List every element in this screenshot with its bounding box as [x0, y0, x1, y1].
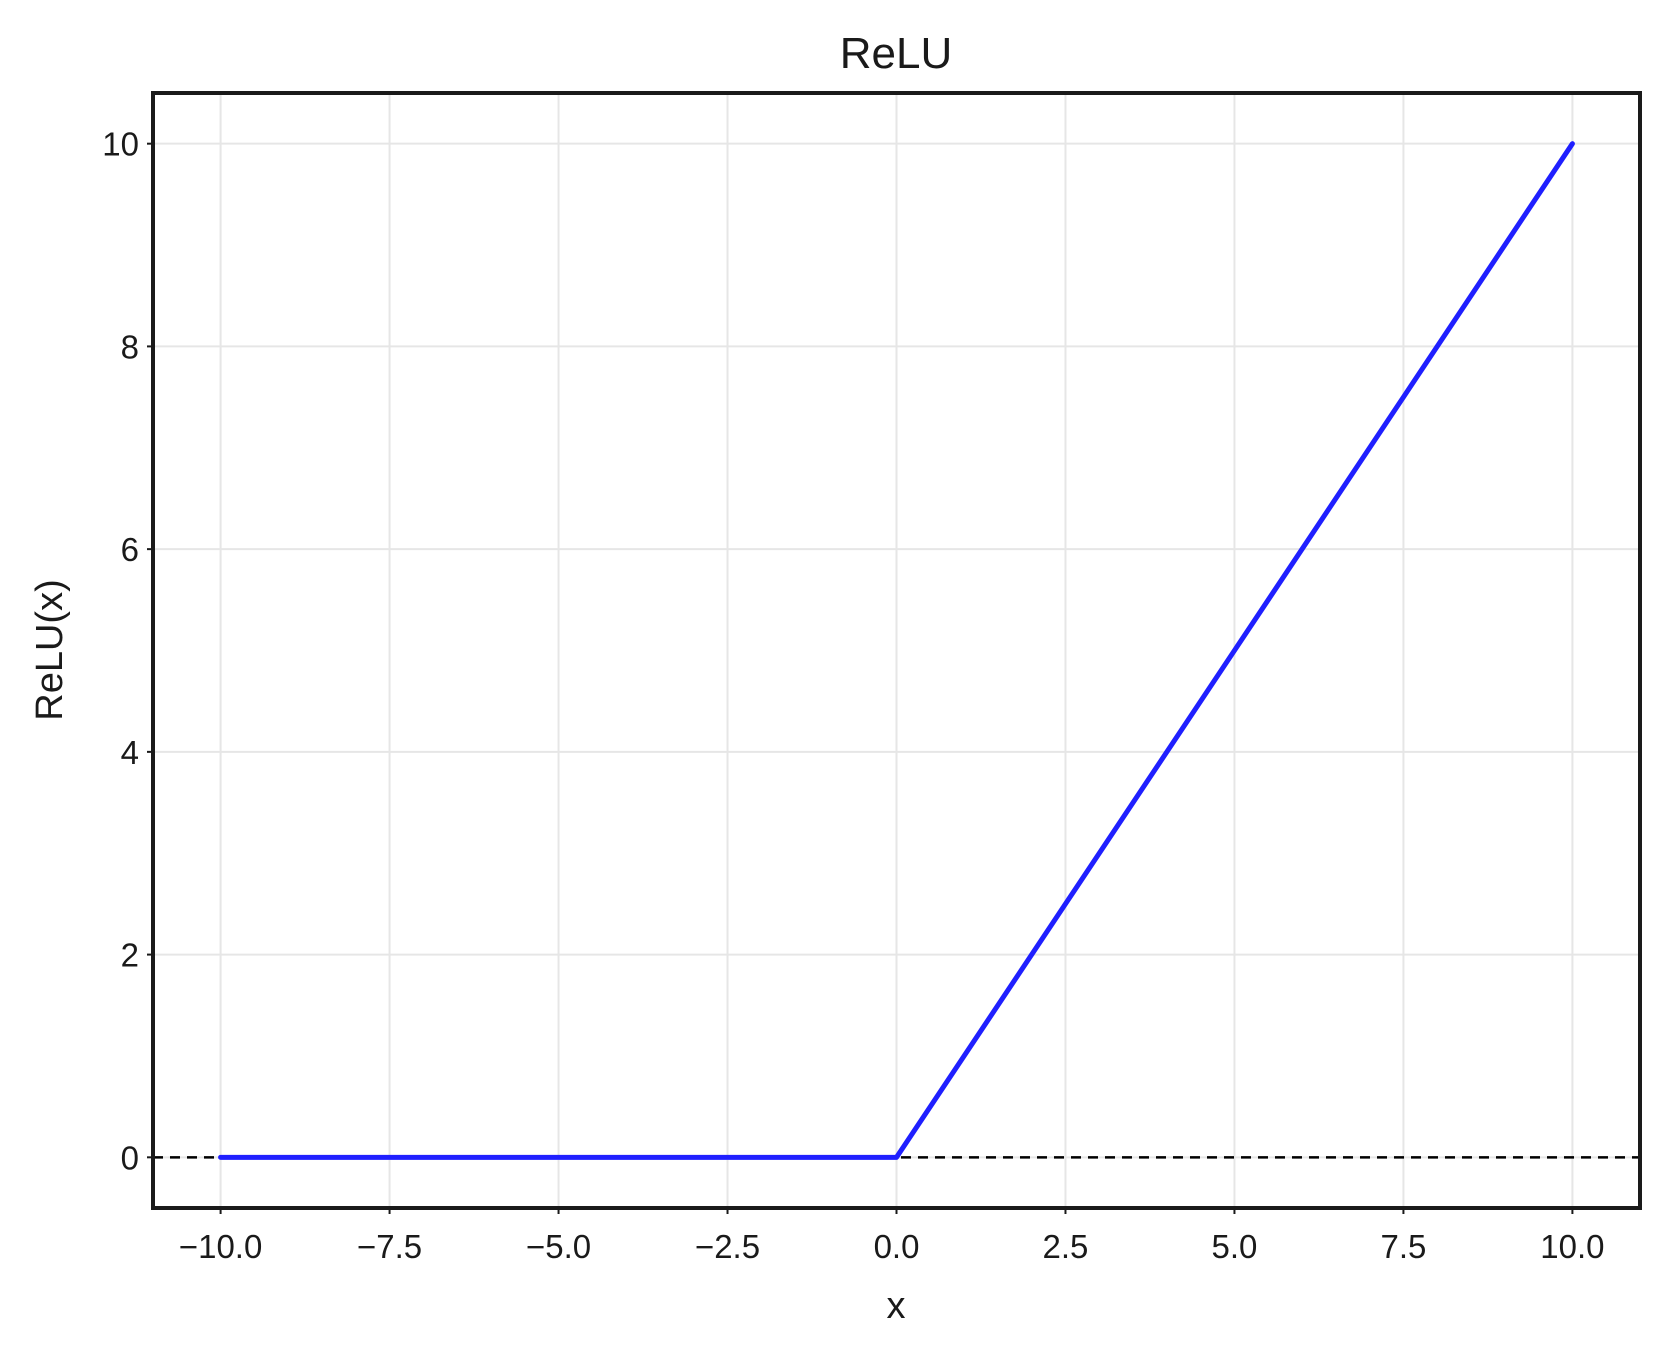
y-tick-label: 2	[121, 937, 139, 974]
y-tick-label: 4	[121, 734, 139, 771]
y-tick-label: 6	[121, 531, 139, 568]
x-tick-label: 2.5	[1043, 1228, 1089, 1265]
x-axis-label: x	[887, 1285, 906, 1327]
chart-title: ReLU	[840, 29, 953, 78]
x-tick-label: −5.0	[526, 1228, 591, 1265]
y-tick-label: 0	[121, 1139, 139, 1176]
y-ticks: 0 2 4 6 8 10	[102, 126, 153, 1176]
x-tick-label: −7.5	[357, 1228, 422, 1265]
series-lines	[218, 141, 1575, 1160]
x-tick-label: 7.5	[1380, 1228, 1426, 1265]
relu-series-line	[218, 141, 1575, 1160]
grid	[153, 93, 1640, 1208]
x-tick-label: −2.5	[695, 1228, 760, 1265]
y-axis-label: ReLU(x)	[29, 579, 71, 720]
x-tick-label: 0.0	[874, 1228, 920, 1265]
y-tick-label: 10	[102, 126, 139, 163]
x-tick-label: −10.0	[179, 1228, 263, 1265]
y-tick-label: 8	[121, 328, 139, 365]
x-tick-label: 10.0	[1540, 1228, 1604, 1265]
x-tick-label: 5.0	[1212, 1228, 1258, 1265]
x-ticks: −10.0 −7.5 −5.0 −2.5 0.0 2.5 5.0 7.5 10.0	[179, 1208, 1605, 1265]
